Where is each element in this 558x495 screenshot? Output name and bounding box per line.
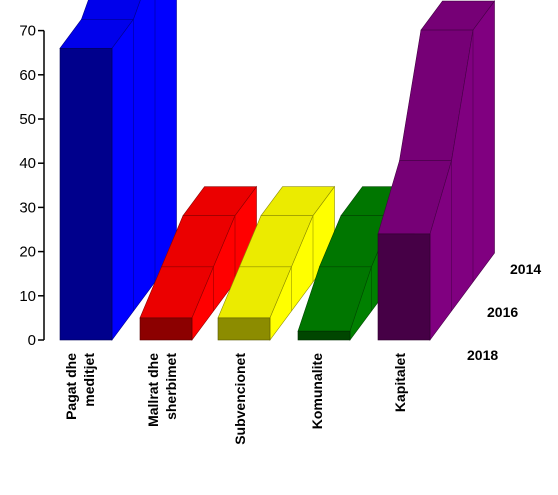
ribbon-front-subvencionet: [217, 317, 271, 341]
category-label-komunalite-0: Komunalite: [309, 353, 325, 429]
y-tick-label-60: 60: [19, 67, 36, 84]
y-tick-label-50: 50: [19, 111, 36, 128]
ribbon-kapitalet: [377, 0, 496, 341]
value-axis: 0 10 20 30 40 50 60 70: [19, 23, 45, 349]
y-tick-label-20: 20: [19, 244, 36, 261]
ribbon-front-kapitalet: [377, 233, 431, 341]
series-label-2018: 2018: [467, 347, 498, 363]
series-layer: [59, 0, 496, 341]
y-tick-label-0: 0: [28, 332, 36, 349]
category-label-kapitalet-0: Kapitalet: [392, 353, 408, 412]
label-layer: Pagat dhe meditjet Mallrat dhe sherbimet Sub…: [63, 261, 541, 445]
y-tick-label-70: 70: [19, 23, 36, 40]
y-tick-label-40: 40: [19, 155, 36, 172]
category-label-mallrat-dhe-sherbimet-1: sherbimet: [163, 353, 179, 420]
series-label-2014: 2014: [510, 261, 541, 277]
category-label-mallrat-dhe-sherbimet-0: Mallrat dhe: [145, 353, 161, 427]
category-label-pagat-dhe-meditjet-0: Pagat dhe: [63, 353, 79, 420]
ribbon-front-komunalite: [297, 330, 351, 341]
category-label-subvencionet-0: Subvencionet: [232, 353, 248, 445]
series-label-2016: 2016: [487, 304, 518, 320]
category-label-pagat-dhe-meditjet-1: meditjet: [81, 353, 97, 407]
ribbon-front-pagat-dhe-meditjet: [59, 47, 113, 341]
ribbon-pagat-dhe-meditjet: [59, 0, 177, 341]
ribbon-mallrat-dhe-sherbimet: [139, 185, 258, 341]
y-tick-label-30: 30: [19, 199, 36, 216]
ribbon-front-mallrat-dhe-sherbimet: [139, 317, 193, 341]
y-tick-label-10: 10: [19, 288, 36, 305]
ribbon-subvencionet: [217, 185, 336, 341]
